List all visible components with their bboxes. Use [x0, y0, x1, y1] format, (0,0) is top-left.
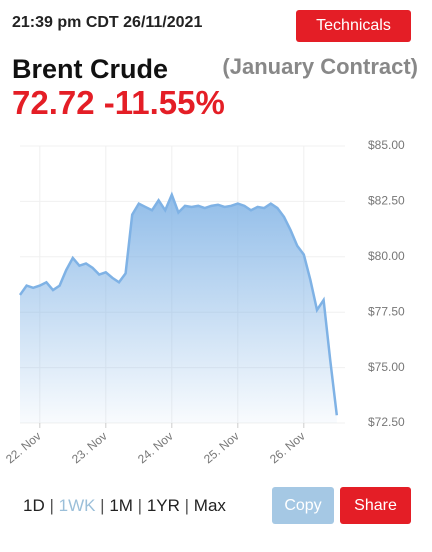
y-tick-label: $75.00	[368, 360, 405, 374]
x-tick-label: 26. Nov	[267, 429, 308, 466]
chart: $72.50 $75.00 $77.50 $80.00 $82.50 $85.00 22. …	[3, 138, 405, 466]
separator: |	[44, 496, 59, 515]
copy-button[interactable]: Copy	[272, 487, 334, 524]
technicals-button[interactable]: Technicals	[296, 10, 411, 42]
x-tick-label: 24. Nov	[135, 429, 176, 466]
range-option[interactable]: 1WK	[58, 496, 96, 515]
y-tick-label: $77.50	[368, 304, 405, 318]
separator: |	[132, 496, 147, 515]
share-button[interactable]: Share	[340, 487, 411, 524]
x-tick-label: 25. Nov	[201, 429, 242, 466]
y-tick-label: $85.00	[368, 138, 405, 152]
x-tick-label: 22. Nov	[3, 429, 44, 466]
line	[18, 191, 339, 416]
range-option[interactable]: Max	[193, 496, 226, 515]
range-option[interactable]: 1D	[23, 496, 45, 515]
price: 72.72	[12, 84, 95, 121]
y-tick-label: $72.50	[368, 415, 405, 429]
change: -11.55%	[103, 84, 225, 121]
contract: (January Contract)	[222, 54, 418, 79]
y-tick-label: $82.50	[368, 194, 405, 208]
range-selector: 1D | 1WK | 1M | 1YR | Max	[23, 496, 226, 516]
range-option[interactable]: 1YR	[146, 496, 180, 515]
area	[20, 194, 337, 423]
price-line: 72.72 -11.55%	[12, 84, 225, 122]
y-tick-label: $80.00	[368, 249, 405, 263]
range-option[interactable]: 1M	[109, 496, 133, 515]
separator: |	[179, 496, 194, 515]
instrument-name: Brent Crude	[12, 54, 169, 84]
separator: |	[95, 496, 110, 515]
x-tick-label: 23. Nov	[69, 429, 110, 466]
timestamp: 21:39 pm CDT 26/11/2021	[12, 14, 203, 31]
